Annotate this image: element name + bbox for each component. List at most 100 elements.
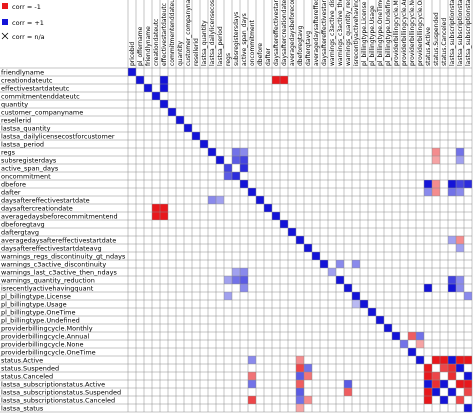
heatmap-cell bbox=[296, 380, 304, 388]
heatmap-cell bbox=[296, 364, 304, 372]
heatmap-cell bbox=[280, 220, 288, 228]
heatmap-cell bbox=[296, 372, 304, 380]
heatmap-cell bbox=[448, 188, 456, 196]
column-label: providerbillingcycle.Annual bbox=[401, 0, 408, 66]
column-label: lastsa_subscriptionstatus.Suspended bbox=[457, 0, 464, 66]
heatmap-cell bbox=[240, 156, 248, 164]
row-label: daysaftercreationdate bbox=[1, 204, 73, 212]
heatmap-cell bbox=[456, 276, 464, 284]
column-label: warnings_c3active_discontinuity bbox=[329, 0, 336, 66]
heatmap-cell bbox=[440, 364, 448, 372]
heatmap-cell bbox=[312, 252, 320, 260]
heatmap-cell bbox=[464, 372, 472, 380]
row-labels: friendlynamecreationdateutceffectivestar… bbox=[1, 68, 126, 412]
heatmap-cell bbox=[424, 364, 432, 372]
heatmap-cell bbox=[160, 212, 168, 220]
column-label: friendlyname bbox=[145, 26, 152, 66]
heatmap-cell bbox=[464, 388, 472, 396]
row-label: regs bbox=[1, 148, 16, 156]
heatmap-cell bbox=[152, 92, 160, 100]
heatmap-cells bbox=[128, 68, 472, 412]
heatmap-cell bbox=[240, 180, 248, 188]
heatmap-cell bbox=[456, 188, 464, 196]
column-label: dafter bbox=[265, 47, 272, 66]
heatmap-cell bbox=[432, 148, 440, 156]
heatmap-cell bbox=[304, 396, 312, 404]
legend-label-positive: corr = +1 bbox=[12, 19, 44, 27]
heatmap-cell bbox=[328, 268, 336, 276]
heatmap-cell bbox=[448, 364, 456, 372]
column-label: warnings_quantity_reduction bbox=[345, 0, 352, 66]
row-label: providerbillingcycle.Monthly bbox=[1, 324, 93, 332]
heatmap-cell bbox=[344, 284, 352, 292]
heatmap-cell bbox=[416, 356, 424, 364]
heatmap-cell bbox=[448, 388, 456, 396]
row-label: lastsa_dailylicensecostforcustomer bbox=[1, 132, 115, 140]
column-label: dbeforegtavg bbox=[297, 25, 304, 66]
column-label: creationdateutc bbox=[153, 19, 160, 66]
heatmap-cell bbox=[376, 316, 384, 324]
heatmap-cell bbox=[456, 396, 464, 404]
heatmap-cell bbox=[232, 268, 240, 276]
heatmap-cell bbox=[152, 204, 160, 212]
column-label: daysaftereffectivestartdateavg bbox=[321, 0, 328, 66]
heatmap-cell bbox=[224, 276, 232, 284]
heatmap-cell bbox=[256, 196, 264, 204]
column-label: active_span_days bbox=[241, 13, 248, 66]
column-labels: pricebid pl_offername friendlyname creation… bbox=[129, 0, 472, 66]
heatmap-cell bbox=[432, 388, 440, 396]
column-label: status.Suspended bbox=[433, 12, 440, 66]
row-label: resellerid bbox=[1, 116, 31, 124]
heatmap-cell bbox=[440, 396, 448, 404]
row-label: averagedaysbeforecommitmentend bbox=[1, 212, 118, 220]
heatmap-cell bbox=[424, 284, 432, 292]
column-label: subsregistersdays bbox=[233, 12, 240, 66]
heatmap-cell bbox=[192, 132, 200, 140]
heatmap-cell bbox=[224, 164, 232, 172]
heatmap-cell bbox=[264, 204, 272, 212]
column-label: resellerid bbox=[193, 38, 200, 66]
heatmap-cell bbox=[368, 308, 376, 316]
heatmap-cell bbox=[344, 388, 352, 396]
heatmap-cell bbox=[456, 284, 464, 292]
legend-cross-icon bbox=[1, 32, 9, 40]
heatmap-cell bbox=[232, 172, 240, 180]
row-label: status.Active bbox=[1, 356, 43, 364]
row-label: quantity bbox=[1, 100, 28, 108]
heatmap-cell bbox=[248, 380, 256, 388]
heatmap-cell bbox=[416, 332, 424, 340]
heatmap-cell bbox=[176, 116, 184, 124]
heatmap-cell bbox=[448, 236, 456, 244]
heatmap-cell bbox=[448, 180, 456, 188]
heatmap-cell bbox=[464, 356, 472, 364]
column-label: lastsa_quantity bbox=[201, 20, 208, 66]
column-label: quantity bbox=[177, 41, 184, 66]
heatmap-cell bbox=[432, 380, 440, 388]
heatmap-cell bbox=[352, 260, 360, 268]
legend-label-na: corr = n/a bbox=[12, 33, 45, 41]
row-label: pl_billingtype.Undefined bbox=[1, 316, 80, 324]
heatmap-cell bbox=[160, 76, 168, 84]
heatmap-cell bbox=[416, 340, 424, 348]
row-label: lastsa_subscriptionstatus.Canceled bbox=[1, 396, 115, 404]
heatmap-cell bbox=[336, 276, 344, 284]
row-label: creationdateutc bbox=[1, 76, 53, 84]
heatmap-cell bbox=[424, 372, 432, 380]
row-label: pl_billingtype.OneTime bbox=[1, 308, 76, 316]
column-label: effectivestartdateutc bbox=[161, 3, 168, 66]
heatmap-cell bbox=[384, 324, 392, 332]
heatmap-cell bbox=[240, 268, 248, 276]
column-label: warnings_c3active_then_ndays bbox=[337, 0, 344, 66]
heatmap-cell bbox=[424, 188, 432, 196]
row-label: dafter bbox=[1, 188, 21, 196]
heatmap-cell bbox=[160, 100, 168, 108]
column-label: pl_billingtype.Undefined bbox=[385, 0, 392, 66]
heatmap-cell bbox=[400, 340, 408, 348]
row-label: providerbillingcycle.None bbox=[1, 340, 84, 348]
heatmap-cell bbox=[184, 124, 192, 132]
heatmap-cell bbox=[464, 380, 472, 388]
row-label: lastsa_subscriptionstatus.Active bbox=[1, 380, 105, 388]
heatmap-cell bbox=[448, 284, 456, 292]
